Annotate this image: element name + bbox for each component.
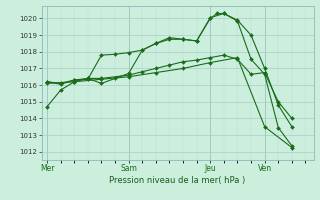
X-axis label: Pression niveau de la mer( hPa ): Pression niveau de la mer( hPa ): [109, 176, 246, 185]
